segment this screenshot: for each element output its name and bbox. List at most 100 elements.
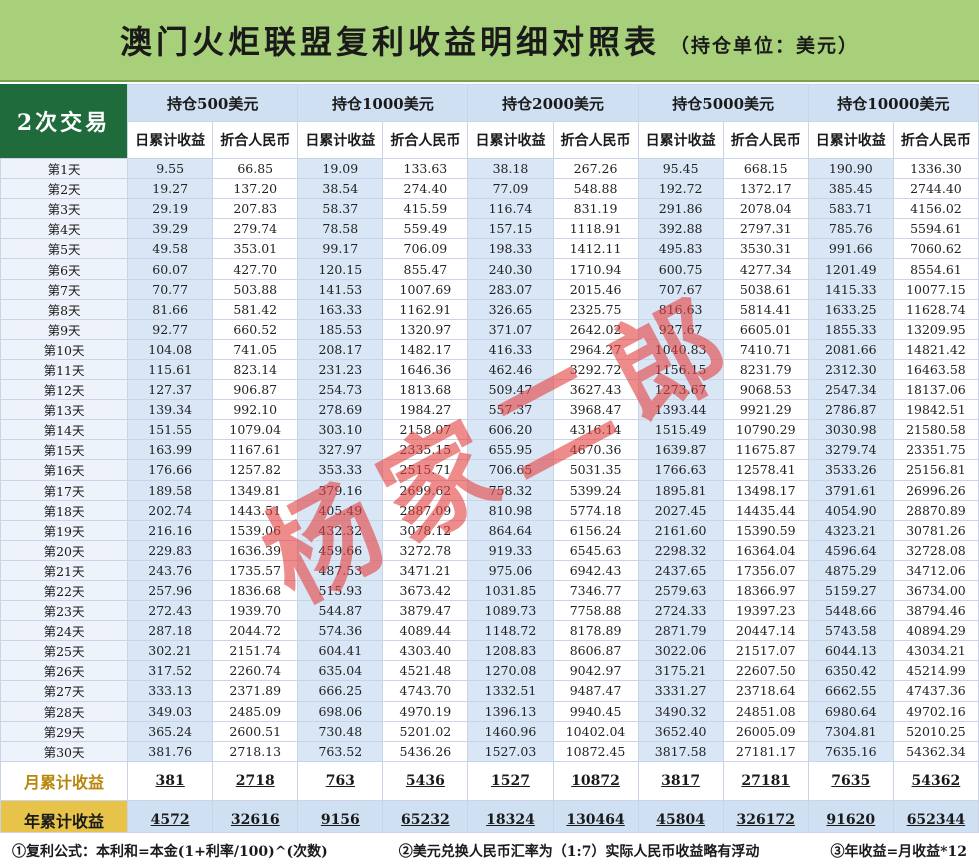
rmb-value-cell: 1349.81 bbox=[212, 479, 299, 501]
rmb-value-cell: 36734.00 bbox=[892, 579, 979, 602]
rmb-value-cell: 1646.36 bbox=[382, 358, 469, 381]
usd-value-cell: 785.76 bbox=[807, 218, 894, 240]
usd-value-cell: 3533.26 bbox=[807, 459, 894, 481]
usd-value-cell: 810.98 bbox=[467, 499, 554, 521]
month-total-cell: 27181 bbox=[722, 760, 809, 801]
usd-value-cell: 2161.60 bbox=[637, 519, 724, 541]
usd-value-cell: 4875.29 bbox=[807, 559, 894, 581]
usd-value-cell: 141.53 bbox=[297, 278, 384, 300]
usd-value-cell: 189.58 bbox=[127, 479, 214, 501]
table-row: 第10天 104.08 741.05 208.17 1482.17 416.33 2964.… bbox=[0, 338, 979, 360]
usd-value-cell: 176.66 bbox=[127, 459, 214, 481]
usd-value-cell: 1396.13 bbox=[467, 700, 554, 722]
column-header-usd: 日累计收益 bbox=[127, 121, 214, 159]
usd-value-cell: 1766.63 bbox=[637, 459, 724, 481]
rmb-value-cell: 22607.50 bbox=[722, 660, 809, 682]
usd-value-cell: 3175.21 bbox=[637, 660, 724, 682]
rmb-value-cell: 26996.26 bbox=[892, 479, 979, 501]
usd-value-cell: 104.08 bbox=[127, 338, 214, 360]
usd-value-cell: 371.07 bbox=[467, 318, 554, 340]
day-label: 第26天 bbox=[0, 660, 129, 682]
usd-value-cell: 283.07 bbox=[467, 278, 554, 300]
rmb-value-cell: 30781.26 bbox=[892, 519, 979, 541]
usd-value-cell: 655.95 bbox=[467, 439, 554, 461]
month-total-cell: 2718 bbox=[212, 760, 299, 801]
table-row: 第11天 115.61 823.14 231.23 1646.36 462.46 3292.… bbox=[0, 358, 979, 381]
usd-value-cell: 758.32 bbox=[467, 479, 554, 501]
usd-value-cell: 1515.49 bbox=[637, 419, 724, 441]
usd-value-cell: 99.17 bbox=[297, 238, 384, 260]
day-label: 第14天 bbox=[0, 419, 129, 441]
rmb-value-cell: 3879.47 bbox=[382, 600, 469, 622]
day-label: 第29天 bbox=[0, 720, 129, 742]
column-header-rmb: 折合人民币 bbox=[552, 121, 639, 159]
table-row: 第14天 151.55 1079.04 303.10 2158.07 606.20 4316… bbox=[0, 419, 979, 441]
usd-value-cell: 381.76 bbox=[127, 740, 214, 762]
rmb-value-cell: 20447.14 bbox=[722, 620, 809, 642]
usd-value-cell: 509.47 bbox=[467, 379, 554, 401]
column-header-usd: 日累计收益 bbox=[807, 121, 894, 159]
usd-value-cell: 1633.25 bbox=[807, 298, 894, 320]
rmb-value-cell: 4303.40 bbox=[382, 640, 469, 662]
day-label: 第28天 bbox=[0, 700, 129, 722]
usd-value-cell: 115.61 bbox=[127, 358, 214, 381]
usd-value-cell: 763.52 bbox=[297, 740, 384, 762]
rmb-value-cell: 26005.09 bbox=[722, 720, 809, 742]
returns-table: 持仓500美元 持仓1000美元 持仓2000美元 持仓5000美元 持仓100… bbox=[0, 84, 979, 840]
rmb-value-cell: 2964.27 bbox=[552, 338, 639, 360]
rmb-value-cell: 1813.68 bbox=[382, 379, 469, 401]
usd-value-cell: 927.67 bbox=[637, 318, 724, 340]
rmb-value-cell: 3627.43 bbox=[552, 379, 639, 401]
rmb-value-cell: 2335.15 bbox=[382, 439, 469, 461]
day-label: 第22天 bbox=[0, 579, 129, 602]
rmb-value-cell: 503.88 bbox=[212, 278, 299, 300]
rmb-value-cell: 3272.78 bbox=[382, 539, 469, 561]
usd-value-cell: 139.34 bbox=[127, 399, 214, 421]
title-bar: 澳门火炬联盟复利收益明细对照表 （持仓单位：美元） bbox=[0, 0, 979, 82]
day-label: 第30天 bbox=[0, 740, 129, 762]
rmb-value-cell: 668.15 bbox=[722, 157, 809, 180]
usd-value-cell: 127.37 bbox=[127, 379, 214, 401]
usd-value-cell: 120.15 bbox=[297, 258, 384, 280]
usd-value-cell: 1460.96 bbox=[467, 720, 554, 742]
rmb-value-cell: 18137.06 bbox=[892, 379, 979, 401]
usd-value-cell: 1031.85 bbox=[467, 579, 554, 602]
rmb-value-cell: 2151.74 bbox=[212, 640, 299, 662]
day-label: 第7天 bbox=[0, 278, 129, 300]
usd-value-cell: 6662.55 bbox=[807, 680, 894, 702]
day-label: 第11天 bbox=[0, 358, 129, 381]
usd-value-cell: 3490.32 bbox=[637, 700, 724, 722]
month-total-cell: 5436 bbox=[382, 760, 469, 801]
usd-value-cell: 185.53 bbox=[297, 318, 384, 340]
rmb-value-cell: 19842.51 bbox=[892, 399, 979, 421]
group-header: 持仓500美元 bbox=[127, 84, 299, 122]
rmb-value-cell: 1412.11 bbox=[552, 238, 639, 260]
usd-value-cell: 7304.81 bbox=[807, 720, 894, 742]
usd-value-cell: 327.97 bbox=[297, 439, 384, 461]
column-header-usd: 日累计收益 bbox=[637, 121, 724, 159]
rmb-value-cell: 21517.07 bbox=[722, 640, 809, 662]
rmb-value-cell: 267.26 bbox=[552, 157, 639, 180]
month-total-cell: 763 bbox=[297, 760, 384, 801]
usd-value-cell: 202.74 bbox=[127, 499, 214, 521]
rmb-value-cell: 13498.17 bbox=[722, 479, 809, 501]
usd-value-cell: 5159.27 bbox=[807, 579, 894, 602]
rmb-value-cell: 43034.21 bbox=[892, 640, 979, 662]
day-rows: 第1天 9.55 66.85 19.09 133.63 38.18 267.26 95.45 6… bbox=[0, 157, 979, 762]
rmb-value-cell: 2260.74 bbox=[212, 660, 299, 682]
day-label: 第3天 bbox=[0, 198, 129, 220]
day-label: 第18天 bbox=[0, 499, 129, 521]
usd-value-cell: 303.10 bbox=[297, 419, 384, 441]
day-label: 第23天 bbox=[0, 600, 129, 622]
rmb-value-cell: 415.59 bbox=[382, 198, 469, 220]
day-label: 第16天 bbox=[0, 459, 129, 481]
day-label: 第5天 bbox=[0, 238, 129, 260]
rmb-value-cell: 10402.04 bbox=[552, 720, 639, 742]
rmb-value-cell: 2515.71 bbox=[382, 459, 469, 481]
table-row: 第18天 202.74 1443.51 405.49 2887.09 810.98 5774… bbox=[0, 499, 979, 521]
column-header-rmb: 折合人民币 bbox=[212, 121, 299, 159]
usd-value-cell: 6350.42 bbox=[807, 660, 894, 682]
usd-value-cell: 349.03 bbox=[127, 700, 214, 722]
rmb-value-cell: 38794.46 bbox=[892, 600, 979, 622]
column-header-rmb: 折合人民币 bbox=[722, 121, 809, 159]
